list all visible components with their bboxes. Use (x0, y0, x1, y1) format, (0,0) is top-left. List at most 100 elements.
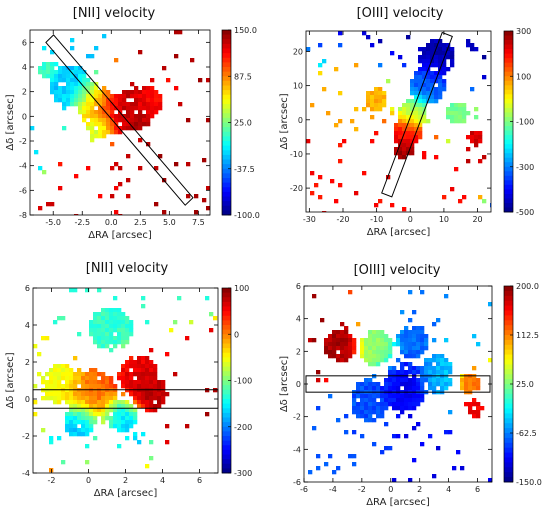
map-pixel (97, 288, 102, 293)
map-pixel (316, 378, 321, 383)
map-pixel (62, 102, 67, 107)
map-pixel (420, 342, 425, 347)
map-pixel (122, 118, 127, 123)
map-pixel (93, 368, 98, 373)
map-pixel (402, 139, 407, 144)
map-pixel (154, 202, 159, 207)
map-pixel (364, 414, 369, 419)
map-pixel (97, 312, 102, 317)
map-pixel (412, 406, 417, 411)
map-pixel (312, 426, 317, 431)
map-pixel (390, 107, 395, 112)
colorbar-segment (504, 408, 513, 414)
map-pixel (380, 342, 385, 347)
map-pixel (142, 102, 147, 107)
map-pixel (414, 87, 419, 92)
map-pixel (50, 90, 55, 95)
map-pixel (416, 422, 421, 427)
map-pixel (121, 316, 126, 321)
map-pixel (117, 312, 122, 317)
colorbar-segment (504, 207, 513, 213)
colorbar-segment (504, 130, 513, 136)
map-pixel (106, 102, 111, 107)
map-pixel (154, 102, 159, 107)
map-pixel (362, 31, 367, 36)
map-pixel (434, 95, 439, 100)
map-pixel (77, 380, 82, 385)
map-pixel (157, 396, 162, 401)
map-pixel (101, 320, 106, 325)
map-pixel (129, 372, 134, 377)
map-pixel (316, 370, 321, 375)
map-pixel (61, 384, 66, 389)
map-pixel (406, 139, 411, 144)
map-pixel (408, 318, 413, 323)
map-pixel (380, 398, 385, 403)
map-pixel (85, 372, 90, 377)
map-pixel (33, 344, 38, 349)
map-pixel (332, 354, 337, 359)
map-pixel (150, 98, 155, 103)
map-pixel (53, 372, 58, 377)
map-pixel (450, 111, 455, 116)
map-pixel (438, 43, 443, 48)
colorbar-segment (222, 136, 231, 142)
map-pixel (138, 118, 143, 123)
map-pixel (57, 436, 62, 441)
map-pixel (384, 382, 389, 387)
map-pixel (384, 350, 389, 355)
map-pixel (380, 354, 385, 359)
map-pixel (66, 94, 71, 99)
map-pixel (446, 111, 451, 116)
map-pixel (428, 382, 433, 387)
map-pixel (150, 106, 155, 111)
map-pixel (73, 392, 78, 397)
map-pixel (338, 183, 343, 188)
map-pixel (130, 82, 135, 87)
map-pixel (101, 416, 106, 421)
map-pixel (466, 111, 471, 116)
colorbar-segment (504, 153, 513, 159)
colorbar-segment (504, 374, 513, 380)
map-pixel (472, 398, 477, 403)
map-pixel (154, 94, 159, 99)
map-pixel (73, 380, 78, 385)
map-pixel (37, 372, 42, 377)
map-pixel (57, 316, 62, 321)
map-pixel (61, 316, 66, 321)
colorbar-tick-label: 100 (516, 72, 531, 81)
map-pixel (81, 416, 86, 421)
map-pixel (137, 368, 142, 373)
map-pixel (74, 66, 79, 71)
x-tick-label: 6 (197, 476, 202, 485)
map-pixel (89, 428, 94, 433)
map-pixel (109, 324, 114, 329)
map-pixel (406, 143, 411, 148)
x-tick-label: -30 (303, 215, 316, 224)
map-pixel (194, 210, 199, 215)
map-pixel (450, 187, 455, 192)
map-pixel (78, 86, 83, 91)
map-pixel (396, 398, 401, 403)
map-pixel (142, 86, 147, 91)
map-pixel (138, 102, 143, 107)
map-pixel (440, 354, 445, 359)
map-pixel (125, 436, 130, 441)
map-pixel (153, 372, 158, 377)
map-pixel (137, 392, 142, 397)
map-pixel (414, 79, 419, 84)
map-pixel (314, 183, 319, 188)
map-pixel (65, 376, 70, 381)
map-pixel (336, 418, 341, 423)
map-pixel (432, 354, 437, 359)
map-pixel (129, 416, 134, 421)
map-pixel (98, 130, 103, 135)
map-pixel (113, 396, 118, 401)
map-pixel (328, 454, 333, 459)
map-pixel (66, 74, 71, 79)
map-pixel (434, 59, 439, 64)
map-pixel (416, 342, 421, 347)
map-pixel (364, 394, 369, 399)
map-pixel (118, 114, 123, 119)
x-tick-label: -20 (336, 215, 349, 224)
